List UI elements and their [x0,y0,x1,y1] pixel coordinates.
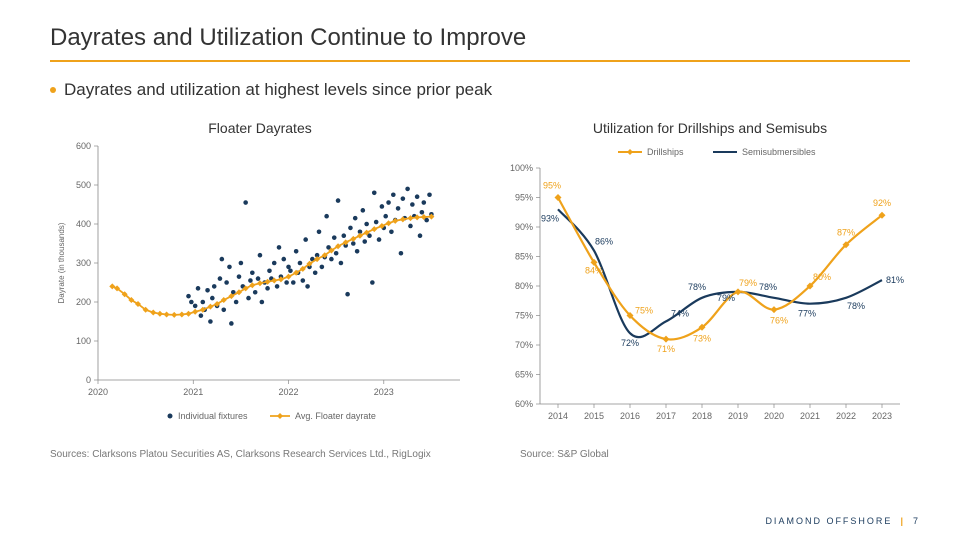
title-rule [50,60,910,62]
svg-text:79%: 79% [717,293,735,303]
charts-container: Floater Dayrates 0 100 200 300 400 500 600 2020… [50,120,910,435]
floater-dayrates-chart: 0 100 200 300 400 500 600 2020 2021 2022 2023 Dayra… [50,140,470,430]
svg-text:2022: 2022 [836,411,856,421]
svg-text:2023: 2023 [872,411,892,421]
svg-text:2021: 2021 [183,387,203,397]
svg-text:2017: 2017 [656,411,676,421]
svg-text:400: 400 [76,219,91,229]
source-right: Source: S&P Global [440,449,910,460]
svg-text:81%: 81% [886,275,904,285]
svg-text:70%: 70% [515,340,533,350]
svg-text:300: 300 [76,258,91,268]
svg-text:Drillships: Drillships [647,147,684,157]
svg-text:85%: 85% [515,252,533,262]
slide: Dayrates and Utilization Continue to Imp… [0,0,960,540]
footer-separator-icon: | [900,516,905,526]
utilization-chart: 60% 65% 70% 75% 80% 85% 90% 95% 100% 2014 2015 2016… [500,140,920,430]
sources-row: Sources: Clarksons Platou Securities AS,… [50,449,910,460]
bullet-row: Dayrates and utilization at highest leve… [50,80,910,100]
svg-text:78%: 78% [847,301,865,311]
bullet-icon [50,87,56,93]
svg-text:74%: 74% [671,308,689,318]
svg-text:79%: 79% [739,278,757,288]
left-chart-wrap: Floater Dayrates 0 100 200 300 400 500 600 2020… [50,120,470,435]
svg-text:71%: 71% [657,344,675,354]
svg-text:78%: 78% [759,282,777,292]
svg-text:100%: 100% [510,163,533,173]
right-chart-title: Utilization for Drillships and Semisubs [500,120,920,136]
svg-text:0: 0 [86,375,91,385]
svg-text:95%: 95% [515,193,533,203]
svg-text:2023: 2023 [374,387,394,397]
svg-text:86%: 86% [595,237,613,247]
source-left: Sources: Clarksons Platou Securities AS,… [50,449,440,460]
svg-text:75%: 75% [635,306,653,316]
page-title: Dayrates and Utilization Continue to Imp… [50,24,910,52]
svg-text:73%: 73% [693,333,711,343]
svg-text:Semisubmersibles: Semisubmersibles [742,147,816,157]
svg-text:500: 500 [76,180,91,190]
svg-text:84%: 84% [585,265,603,275]
svg-text:87%: 87% [837,228,855,238]
svg-text:92%: 92% [873,198,891,208]
svg-text:100: 100 [76,336,91,346]
svg-text:Avg. Floater dayrate: Avg. Floater dayrate [295,411,376,421]
svg-text:95%: 95% [543,181,561,191]
right-chart-wrap: Utilization for Drillships and Semisubs … [500,120,920,435]
footer: DIAMOND OFFSHORE | 7 [765,516,920,526]
svg-text:Dayrate (in thousands): Dayrate (in thousands) [57,222,66,303]
svg-text:60%: 60% [515,399,533,409]
svg-text:2020: 2020 [764,411,784,421]
svg-text:2019: 2019 [728,411,748,421]
svg-text:200: 200 [76,297,91,307]
svg-text:2015: 2015 [584,411,604,421]
left-chart-title: Floater Dayrates [50,120,470,136]
svg-text:2022: 2022 [279,387,299,397]
svg-text:2016: 2016 [620,411,640,421]
svg-text:77%: 77% [798,309,816,319]
svg-text:2020: 2020 [88,387,108,397]
svg-text:2018: 2018 [692,411,712,421]
svg-text:76%: 76% [770,316,788,326]
svg-text:80%: 80% [813,272,831,282]
svg-text:65%: 65% [515,370,533,380]
svg-text:78%: 78% [688,282,706,292]
svg-text:80%: 80% [515,281,533,291]
svg-text:600: 600 [76,141,91,151]
footer-company: DIAMOND OFFSHORE [765,516,892,526]
footer-page: 7 [913,516,920,526]
svg-text:2014: 2014 [548,411,568,421]
svg-text:Individual fixtures: Individual fixtures [178,411,248,421]
svg-text:93%: 93% [541,213,559,223]
bullet-text: Dayrates and utilization at highest leve… [64,80,492,100]
svg-text:72%: 72% [621,338,639,348]
svg-text:2021: 2021 [800,411,820,421]
svg-text:75%: 75% [515,311,533,321]
svg-text:90%: 90% [515,222,533,232]
